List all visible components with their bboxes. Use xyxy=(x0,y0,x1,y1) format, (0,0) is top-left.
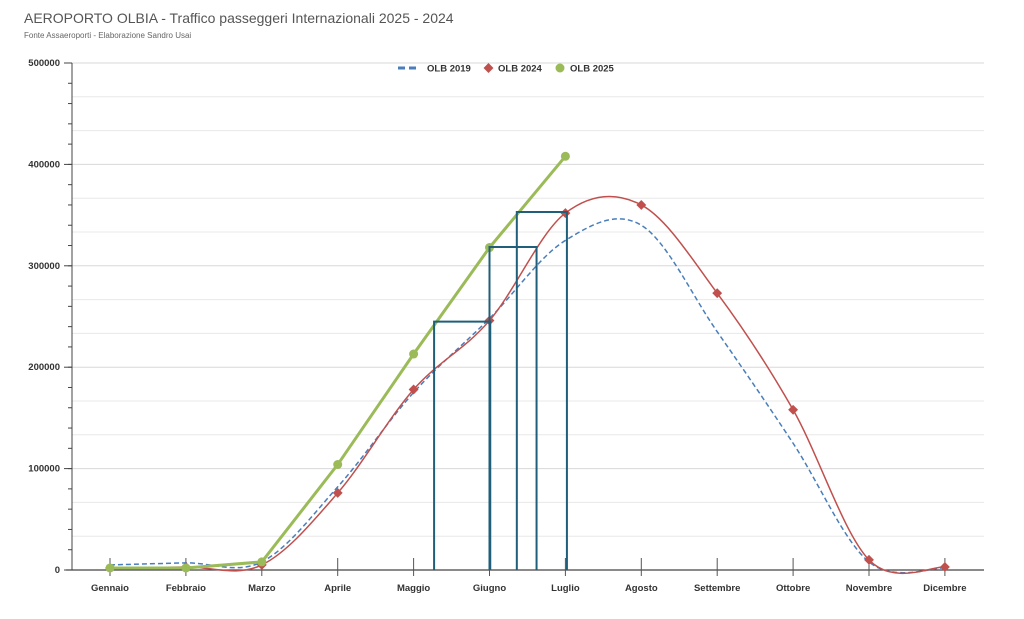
y-tick-label: 200000 xyxy=(28,362,60,373)
legend-diamond-icon xyxy=(483,63,494,73)
data-point-diamond xyxy=(939,562,950,572)
data-point-circle xyxy=(560,151,570,161)
data-point-diamond xyxy=(636,200,647,210)
y-tick-label: 400000 xyxy=(28,159,60,170)
x-tick-label: Dicembre xyxy=(923,583,966,594)
legend-circle-icon xyxy=(555,63,565,73)
chart-title: AEROPORTO OLBIA - Traffico passeggeri In… xyxy=(24,10,454,26)
chart-subtitle: Fonte Assaeroporti - Elaborazione Sandro… xyxy=(24,31,192,40)
data-point-diamond xyxy=(712,288,723,299)
data-point-diamond xyxy=(788,404,799,415)
legend-label: OLB 2019 xyxy=(427,64,471,75)
y-tick-label: 500000 xyxy=(28,58,60,69)
series-line-0 xyxy=(109,218,945,574)
series-line-1 xyxy=(109,195,945,575)
data-point-diamond xyxy=(332,487,343,498)
x-tick-label: Maggio xyxy=(397,583,430,594)
annotation-box xyxy=(515,211,568,570)
x-tick-label: Giugno xyxy=(473,583,506,594)
series-line-2 xyxy=(110,155,567,570)
data-point-diamond xyxy=(864,554,874,565)
data-point-circle xyxy=(105,563,115,573)
x-tick-label: Febbraio xyxy=(166,583,206,594)
legend-label: OLB 2025 xyxy=(570,64,615,75)
x-tick-label: Gennaio xyxy=(91,583,129,594)
x-tick-label: Luglio xyxy=(551,583,580,594)
y-tick-label: 300000 xyxy=(28,261,60,272)
x-tick-label: Ottobre xyxy=(776,583,810,594)
legend-label: OLB 2024 xyxy=(498,64,543,75)
data-point-diamond xyxy=(408,384,419,395)
y-tick-label: 0 xyxy=(55,565,60,576)
annotation-box xyxy=(488,246,538,570)
data-point-circle xyxy=(257,557,267,567)
x-tick-label: Marzo xyxy=(248,583,276,594)
data-point-circle xyxy=(333,460,343,470)
x-tick-label: Agosto xyxy=(625,583,658,594)
y-tick-label: 100000 xyxy=(28,464,60,475)
data-point-circle xyxy=(181,563,191,573)
data-point-circle xyxy=(409,349,419,359)
annotation-box xyxy=(433,320,492,570)
x-tick-label: Settembre xyxy=(694,583,740,594)
x-tick-label: Aprile xyxy=(324,583,351,594)
x-tick-label: Novembre xyxy=(846,583,892,594)
